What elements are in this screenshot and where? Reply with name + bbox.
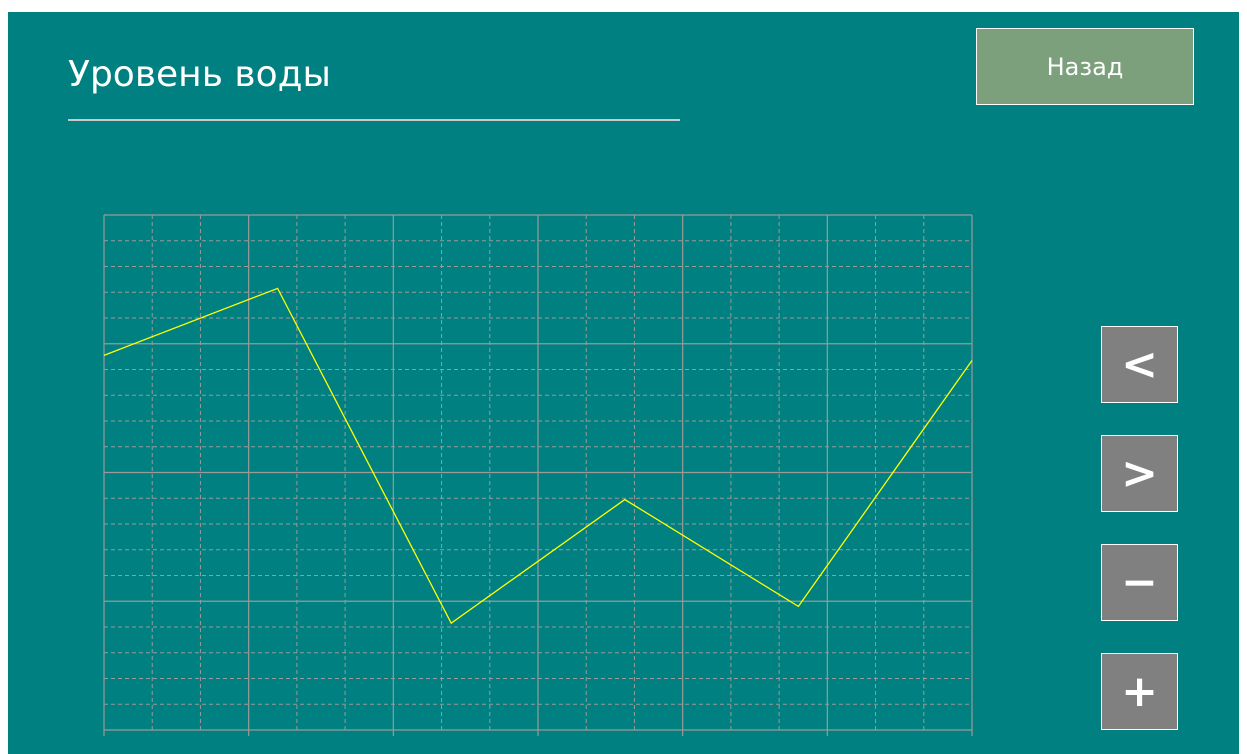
title-underline	[68, 119, 680, 121]
next-button[interactable]: >	[1101, 435, 1178, 512]
back-button[interactable]: Назад	[976, 28, 1194, 105]
prev-button[interactable]: <	[1101, 326, 1178, 403]
screen-title: Уровень воды	[68, 54, 331, 95]
chart	[103, 214, 973, 736]
data-line	[103, 287, 973, 625]
screen: Уровень воды Назад < > − +	[8, 12, 1239, 754]
zoom-out-button[interactable]: −	[1101, 544, 1178, 621]
zoom-in-button[interactable]: +	[1101, 653, 1178, 730]
